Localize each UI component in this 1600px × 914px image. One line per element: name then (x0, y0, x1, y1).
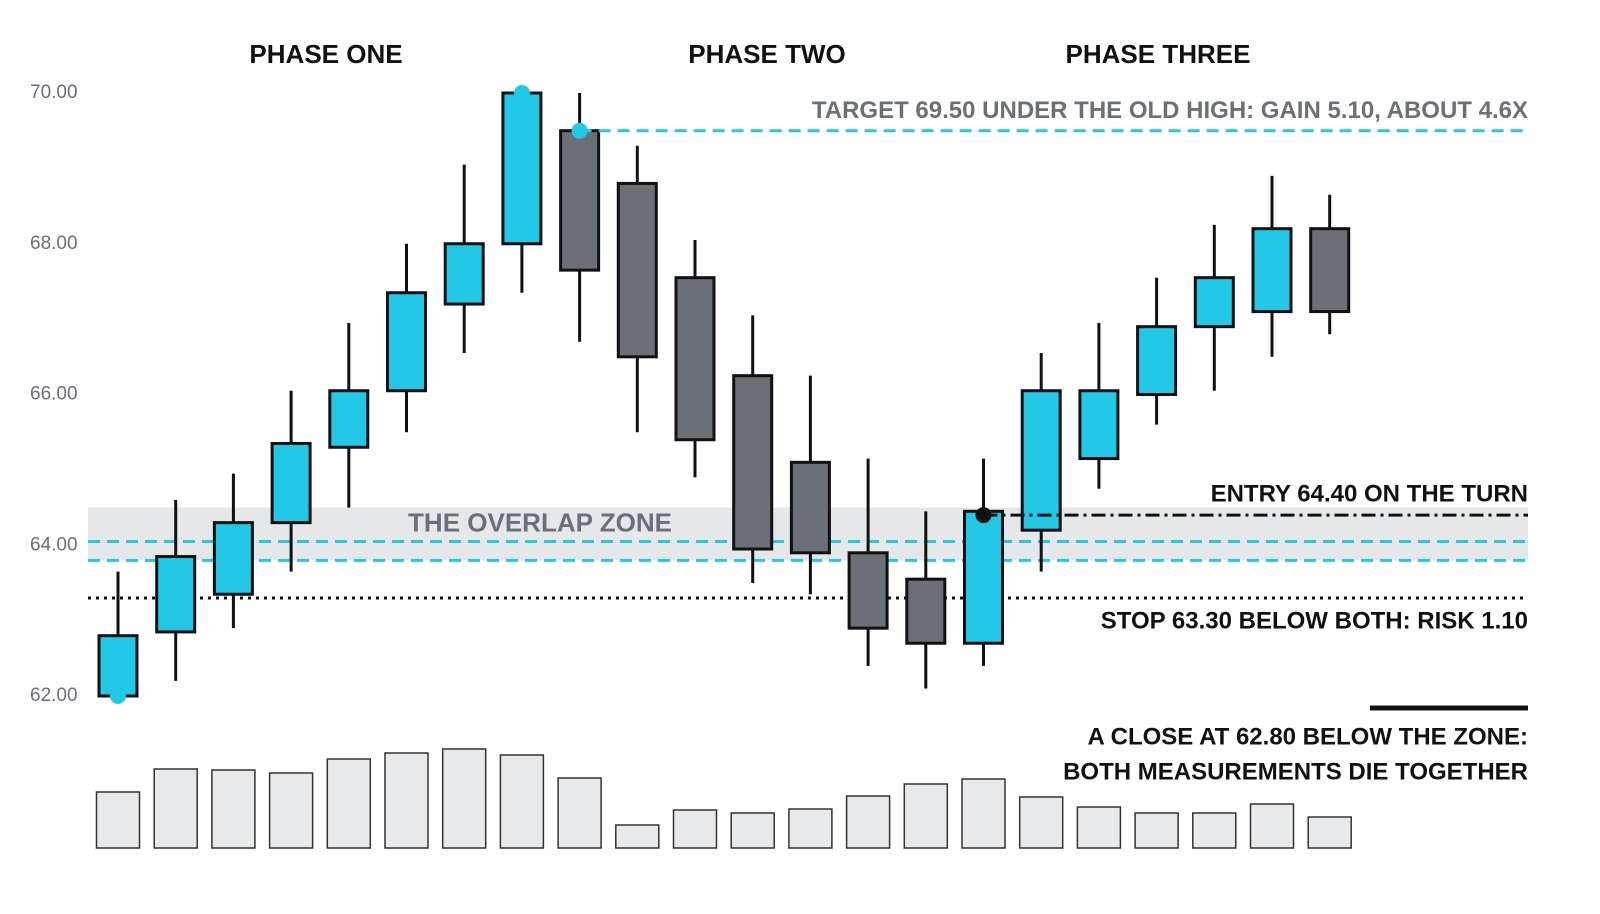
note-line: BOTH MEASUREMENTS DIE TOGETHER (1063, 758, 1528, 785)
volume-bar (845, 795, 891, 849)
volume-bar (961, 778, 1006, 849)
entry-label: ENTRY 64.40 ON THE TURN (1211, 480, 1528, 507)
candle-body (732, 374, 774, 551)
candle-body (616, 181, 658, 359)
volume-bar (615, 824, 660, 849)
volume-bar (153, 768, 198, 849)
volume-bar (1307, 816, 1352, 849)
volume-bar (95, 791, 141, 849)
candle-body (155, 555, 197, 634)
phase-label: PHASE TWO (688, 39, 845, 69)
stop-label: STOP 63.30 BELOW BOTH: RISK 1.10 (1101, 607, 1528, 634)
candle-body (443, 242, 485, 306)
volume-bar (499, 754, 545, 849)
volume-bar (788, 808, 833, 849)
candle-body (1309, 227, 1351, 314)
volume-bar (557, 777, 602, 849)
y-tick-label: 62.00 (30, 685, 78, 706)
candle-body (1020, 389, 1062, 532)
candle-body (905, 577, 947, 645)
candle-body (97, 634, 139, 698)
volume-bar (1249, 803, 1295, 849)
volume-bar (1134, 812, 1179, 849)
candle-body (328, 389, 370, 449)
volume-bar (384, 752, 429, 849)
candle-body (1251, 227, 1293, 314)
volume-bar (672, 809, 718, 849)
target-label: TARGET 69.50 UNDER THE OLD HIGH: GAIN 5.… (812, 97, 1528, 124)
candle-body (674, 276, 716, 442)
candle-body (789, 460, 831, 555)
candle-body (212, 521, 254, 596)
entry-dot (975, 507, 992, 524)
y-tick-label: 70.00 (30, 82, 78, 103)
volume-bar (268, 772, 314, 849)
y-tick-label: 66.00 (30, 384, 78, 405)
volume-bar (1018, 796, 1064, 849)
candle-body (847, 551, 889, 630)
high-dot (513, 85, 530, 101)
volume-bar (211, 769, 256, 849)
volume-bar (1192, 812, 1237, 849)
note-line: A CLOSE AT 62.80 BELOW THE ZONE: (1088, 723, 1528, 750)
candle-body (501, 91, 543, 246)
candle-body (386, 291, 427, 393)
candle-body (1078, 389, 1120, 461)
phase-label: PHASE THREE (1066, 39, 1251, 69)
volume-bar (1076, 806, 1122, 849)
volume-bar (730, 812, 775, 849)
candle-body (559, 129, 601, 272)
zone-label: THE OVERLAP ZONE (408, 507, 672, 537)
candle-body (1193, 276, 1235, 329)
phase-label: PHASE ONE (249, 39, 402, 69)
y-tick-label: 68.00 (30, 233, 78, 254)
candle-body (1136, 325, 1178, 397)
volume-bar (326, 758, 372, 849)
low-dot (110, 688, 126, 704)
volume-bar (441, 748, 487, 849)
y-tick-label: 64.00 (30, 534, 78, 555)
target-dot (571, 122, 588, 139)
candle-body (963, 509, 1004, 645)
volume-bar (903, 783, 949, 849)
candle-body (270, 441, 312, 525)
